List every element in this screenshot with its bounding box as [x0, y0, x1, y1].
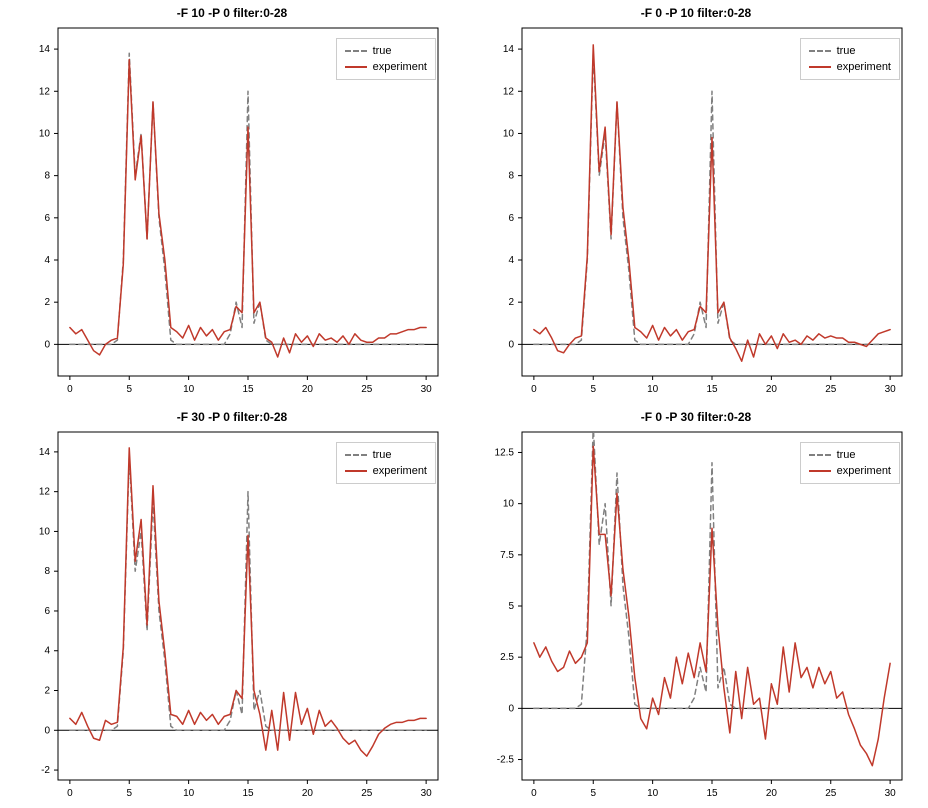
- svg-text:12: 12: [39, 86, 51, 97]
- legend: true experiment: [336, 442, 436, 484]
- svg-text:0: 0: [531, 788, 537, 799]
- svg-text:30: 30: [421, 788, 433, 799]
- svg-text:2: 2: [44, 686, 50, 697]
- legend-swatch-true: [345, 50, 367, 52]
- legend-entry-experiment: experiment: [809, 463, 891, 479]
- svg-text:0: 0: [67, 788, 73, 799]
- svg-text:15: 15: [706, 384, 718, 395]
- legend-entry-true: true: [809, 43, 891, 59]
- svg-text:5: 5: [126, 788, 132, 799]
- legend-entry-experiment: experiment: [345, 59, 427, 75]
- legend-label: true: [837, 447, 856, 463]
- legend-swatch-true: [345, 454, 367, 456]
- svg-text:8: 8: [508, 171, 514, 182]
- svg-text:25: 25: [825, 788, 837, 799]
- svg-text:6: 6: [44, 213, 50, 224]
- svg-text:2.5: 2.5: [500, 652, 514, 663]
- svg-text:5: 5: [590, 788, 596, 799]
- legend-entry-true: true: [345, 43, 427, 59]
- legend-label: true: [837, 43, 856, 59]
- svg-text:10: 10: [183, 384, 195, 395]
- svg-text:-2.5: -2.5: [497, 755, 515, 766]
- panel-title: -F 30 -P 0 filter:0-28: [0, 410, 464, 424]
- svg-text:2: 2: [44, 297, 50, 308]
- panel-title: -F 10 -P 0 filter:0-28: [0, 6, 464, 20]
- svg-text:6: 6: [44, 606, 50, 617]
- legend-swatch-true: [809, 454, 831, 456]
- svg-text:15: 15: [242, 788, 254, 799]
- svg-text:10: 10: [647, 384, 659, 395]
- svg-text:0: 0: [44, 339, 50, 350]
- svg-text:10: 10: [183, 788, 195, 799]
- svg-text:30: 30: [885, 788, 897, 799]
- svg-text:10: 10: [503, 499, 515, 510]
- svg-text:4: 4: [44, 255, 50, 266]
- svg-text:0: 0: [508, 339, 514, 350]
- svg-text:20: 20: [766, 788, 778, 799]
- svg-text:7.5: 7.5: [500, 550, 514, 561]
- svg-text:5: 5: [126, 384, 132, 395]
- legend-swatch-experiment: [809, 66, 831, 68]
- svg-text:12: 12: [39, 487, 51, 498]
- svg-text:4: 4: [508, 255, 514, 266]
- svg-text:20: 20: [302, 788, 314, 799]
- panel-title: -F 0 -P 10 filter:0-28: [464, 6, 928, 20]
- legend: true experiment: [800, 442, 900, 484]
- svg-text:15: 15: [706, 788, 718, 799]
- svg-text:0: 0: [44, 725, 50, 736]
- svg-text:5: 5: [508, 601, 514, 612]
- svg-text:14: 14: [39, 44, 51, 55]
- svg-text:14: 14: [39, 447, 51, 458]
- legend-label: true: [373, 43, 392, 59]
- panel-2: -F 30 -P 0 filter:0-28 true experiment 0…: [0, 404, 464, 808]
- svg-text:10: 10: [39, 526, 51, 537]
- legend-swatch-true: [809, 50, 831, 52]
- svg-text:10: 10: [503, 128, 515, 139]
- svg-text:12.5: 12.5: [495, 447, 515, 458]
- panel-title: -F 0 -P 30 filter:0-28: [464, 410, 928, 424]
- svg-text:-2: -2: [41, 765, 50, 776]
- svg-text:15: 15: [242, 384, 254, 395]
- svg-text:8: 8: [44, 566, 50, 577]
- svg-text:0: 0: [67, 384, 73, 395]
- legend-entry-experiment: experiment: [809, 59, 891, 75]
- svg-text:20: 20: [766, 384, 778, 395]
- svg-text:14: 14: [503, 44, 515, 55]
- legend-label: experiment: [373, 59, 427, 75]
- svg-text:2: 2: [508, 297, 514, 308]
- svg-text:4: 4: [44, 646, 50, 657]
- panel-1: -F 0 -P 10 filter:0-28 true experiment 0…: [464, 0, 928, 404]
- svg-text:12: 12: [503, 86, 515, 97]
- svg-text:30: 30: [421, 384, 433, 395]
- chart-grid: -F 10 -P 0 filter:0-28 true experiment 0…: [0, 0, 928, 808]
- svg-text:5: 5: [590, 384, 596, 395]
- svg-text:30: 30: [885, 384, 897, 395]
- svg-text:25: 25: [825, 384, 837, 395]
- legend: true experiment: [336, 38, 436, 80]
- panel-0: -F 10 -P 0 filter:0-28 true experiment 0…: [0, 0, 464, 404]
- legend-swatch-experiment: [809, 470, 831, 472]
- legend-label: experiment: [837, 463, 891, 479]
- legend-label: true: [373, 447, 392, 463]
- legend-entry-true: true: [809, 447, 891, 463]
- svg-text:25: 25: [361, 384, 373, 395]
- legend-swatch-experiment: [345, 66, 367, 68]
- svg-text:10: 10: [647, 788, 659, 799]
- legend-swatch-experiment: [345, 470, 367, 472]
- svg-text:25: 25: [361, 788, 373, 799]
- legend-label: experiment: [373, 463, 427, 479]
- legend-label: experiment: [837, 59, 891, 75]
- legend-entry-experiment: experiment: [345, 463, 427, 479]
- svg-text:20: 20: [302, 384, 314, 395]
- svg-text:10: 10: [39, 128, 51, 139]
- svg-text:0: 0: [531, 384, 537, 395]
- panel-3: -F 0 -P 30 filter:0-28 true experiment 0…: [464, 404, 928, 808]
- svg-text:6: 6: [508, 213, 514, 224]
- legend-entry-true: true: [345, 447, 427, 463]
- legend: true experiment: [800, 38, 900, 80]
- svg-text:0: 0: [508, 703, 514, 714]
- svg-text:8: 8: [44, 171, 50, 182]
